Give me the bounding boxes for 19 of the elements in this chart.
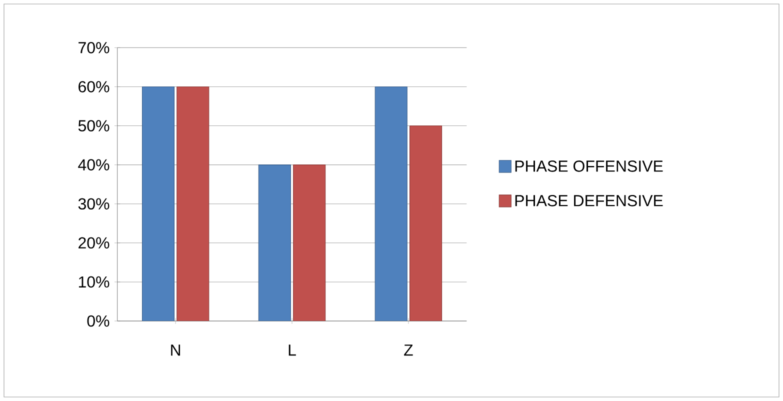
- legend-label: PHASE DEFENSIVE: [515, 195, 663, 206]
- bar: [258, 164, 291, 322]
- y-tick-label: 60%: [78, 81, 110, 92]
- y-tick-label: 40%: [78, 159, 110, 170]
- y-tick-label: 50%: [78, 120, 110, 132]
- y-tick-label: 20%: [78, 237, 110, 249]
- y-tick-label: 70%: [78, 42, 110, 54]
- bar: [142, 86, 174, 322]
- x-tick-label: N: [171, 344, 180, 356]
- bar: [293, 164, 326, 322]
- x-tick-label: Z: [404, 344, 413, 356]
- bar: [410, 126, 442, 322]
- y-tick-label: 0%: [87, 315, 110, 327]
- y-tick-label: 10%: [78, 276, 110, 288]
- bar: [176, 86, 210, 322]
- x-tick-label: L: [288, 344, 296, 356]
- y-tick-label: 30%: [78, 198, 110, 210]
- bar: [374, 86, 408, 322]
- legend-label: PHASE OFFENSIVE: [515, 160, 663, 172]
